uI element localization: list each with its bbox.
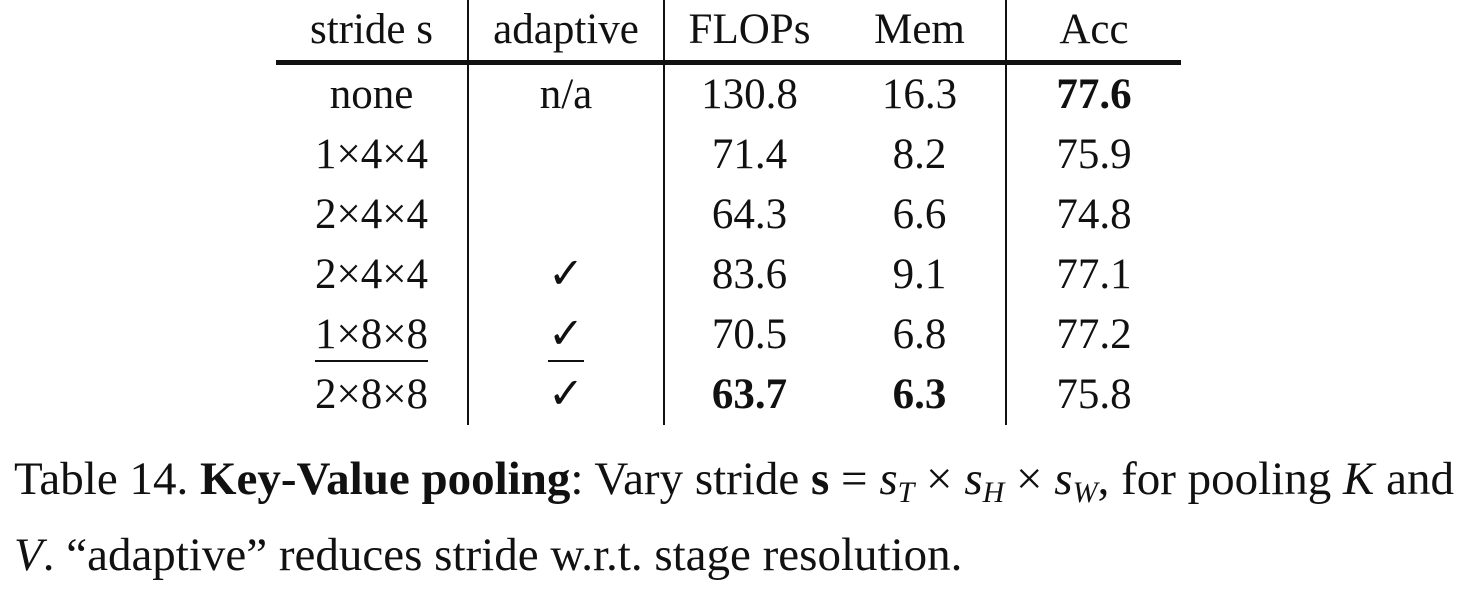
caption-text-3: . “adaptive” reduces stride w.r.t. stage… — [42, 529, 963, 581]
caption-h-sub: H — [982, 476, 1005, 509]
table-row: 2×8×8 ✓ 63.7 6.3 75.8 — [276, 365, 1181, 425]
cell-acc: 77.6 — [1056, 71, 1132, 118]
caption-v: V — [14, 529, 43, 581]
caption-stride-symbol: s — [811, 453, 830, 505]
kv-pooling-table: stride s adaptive FLOPs Mem Acc none n/a… — [276, 0, 1181, 425]
cell-flops: 70.5 — [711, 311, 788, 358]
cell-stride-text: 1×8×8 — [314, 311, 428, 362]
cell-stride: none — [276, 62, 469, 125]
cell-mem: 16.3 — [834, 62, 1007, 125]
cell-adaptive: ✓ — [468, 245, 665, 305]
caption-s-t: s — [879, 453, 898, 505]
table-header-row: stride s adaptive FLOPs Mem Acc — [276, 0, 1181, 63]
cell-stride: 2×4×4 — [276, 245, 469, 305]
header-acc: Acc — [1059, 6, 1129, 53]
cell-adaptive: ✓ — [468, 365, 665, 425]
header-adaptive: adaptive — [468, 0, 665, 63]
header-flops: FLOPs — [688, 6, 811, 53]
table-row: 1×8×8 ✓ 70.5 6.8 77.2 — [276, 305, 1181, 365]
cell-adaptive-text: ✓ — [547, 311, 585, 362]
cell-flops: 64.3 — [711, 191, 788, 238]
table-row: 1×4×4 71.4 8.2 75.9 — [276, 125, 1181, 185]
cell-stride: 2×8×8 — [276, 365, 469, 425]
caption-s-h: s — [964, 453, 983, 505]
caption-t-sub: T — [897, 476, 915, 509]
caption-text-1: : Vary stride — [570, 453, 811, 505]
cell-flops: 71.4 — [711, 131, 788, 178]
table-caption: Table 14. Key-Value pooling: Vary stride… — [14, 448, 1454, 586]
table-row: 2×4×4 64.3 6.6 74.8 — [276, 185, 1181, 245]
caption-s-w: s — [1054, 453, 1073, 505]
caption-text-2: , for pooling — [1097, 453, 1344, 505]
cell-acc: 75.8 — [1056, 371, 1132, 418]
caption-title: Key-Value pooling — [199, 453, 571, 505]
cell-adaptive: n/a — [468, 62, 665, 125]
cell-flops: 130.8 — [701, 71, 798, 118]
caption-and: and — [1374, 453, 1454, 505]
caption-k: K — [1343, 453, 1375, 505]
cell-adaptive: ✓ — [468, 305, 665, 365]
cell-acc: 77.2 — [1056, 311, 1132, 358]
caption-label: Table 14. — [14, 453, 189, 505]
cell-adaptive — [468, 125, 665, 185]
caption-times-2: × — [1004, 453, 1055, 505]
cell-stride: 2×4×4 — [276, 185, 469, 245]
cell-adaptive — [468, 185, 665, 245]
header-stride: stride s — [276, 0, 469, 63]
cell-acc: 74.8 — [1056, 191, 1132, 238]
cell-acc: 77.1 — [1056, 251, 1132, 298]
cell-stride: 1×4×4 — [276, 125, 469, 185]
cell-mem: 9.1 — [834, 245, 1007, 305]
cell-mem: 6.6 — [834, 185, 1007, 245]
table-row: none n/a 130.8 16.3 77.6 — [276, 62, 1181, 125]
cell-mem: 6.8 — [834, 305, 1007, 365]
results-table-container: stride s adaptive FLOPs Mem Acc none n/a… — [276, 0, 1181, 425]
cell-mem: 8.2 — [834, 125, 1007, 185]
cell-stride: 1×8×8 — [276, 305, 469, 365]
caption-times-1: × — [914, 453, 965, 505]
caption-equals: = — [829, 453, 880, 505]
table-row: 2×4×4 ✓ 83.6 9.1 77.1 — [276, 245, 1181, 305]
cell-acc: 75.9 — [1056, 131, 1132, 178]
caption-w-sub: W — [1072, 476, 1098, 509]
cell-flops: 83.6 — [711, 251, 788, 298]
cell-mem: 6.3 — [834, 365, 1007, 425]
cell-flops: 63.7 — [711, 371, 788, 418]
header-mem: Mem — [834, 0, 1007, 63]
